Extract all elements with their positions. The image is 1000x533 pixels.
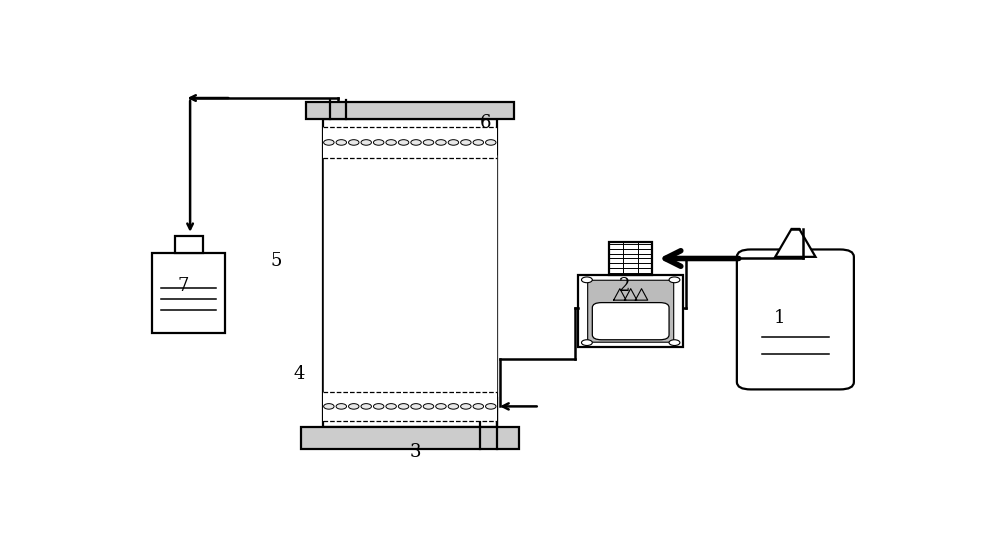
Circle shape [386, 140, 396, 145]
Circle shape [669, 340, 680, 345]
Circle shape [461, 403, 471, 409]
Bar [609, 241, 652, 276]
Text: 1: 1 [774, 310, 786, 327]
Text: 2: 2 [619, 277, 631, 295]
Text: 6: 6 [480, 115, 491, 133]
Circle shape [486, 403, 496, 409]
Circle shape [373, 140, 384, 145]
Text: 5: 5 [270, 252, 282, 270]
Circle shape [448, 403, 459, 409]
Circle shape [473, 140, 484, 145]
Circle shape [398, 403, 409, 409]
Bar [175, 236, 203, 253]
Circle shape [461, 140, 471, 145]
Bar [306, 102, 514, 119]
Bar [323, 119, 497, 427]
FancyBboxPatch shape [588, 280, 674, 342]
Circle shape [436, 140, 446, 145]
Bar [301, 427, 519, 448]
Circle shape [581, 340, 592, 345]
Circle shape [361, 140, 371, 145]
Bar [323, 127, 497, 158]
Circle shape [349, 403, 359, 409]
Bar [323, 155, 497, 392]
Circle shape [373, 403, 384, 409]
Circle shape [324, 140, 334, 145]
FancyBboxPatch shape [592, 303, 669, 340]
Bar [152, 253, 225, 333]
FancyBboxPatch shape [737, 249, 854, 390]
Circle shape [398, 140, 409, 145]
Circle shape [386, 403, 396, 409]
Circle shape [486, 140, 496, 145]
Circle shape [448, 140, 459, 145]
Bar [578, 276, 683, 347]
Circle shape [473, 403, 484, 409]
Circle shape [436, 403, 446, 409]
Circle shape [669, 277, 680, 282]
Text: 4: 4 [294, 365, 305, 383]
Circle shape [324, 403, 334, 409]
Circle shape [361, 403, 371, 409]
Circle shape [581, 277, 592, 282]
Circle shape [423, 140, 434, 145]
Circle shape [336, 140, 347, 145]
Text: 3: 3 [410, 443, 421, 461]
Circle shape [349, 140, 359, 145]
Circle shape [411, 403, 421, 409]
Circle shape [423, 403, 434, 409]
Text: 7: 7 [177, 277, 189, 295]
Circle shape [336, 403, 347, 409]
Circle shape [411, 140, 421, 145]
Polygon shape [775, 229, 816, 257]
Bar [323, 392, 497, 421]
